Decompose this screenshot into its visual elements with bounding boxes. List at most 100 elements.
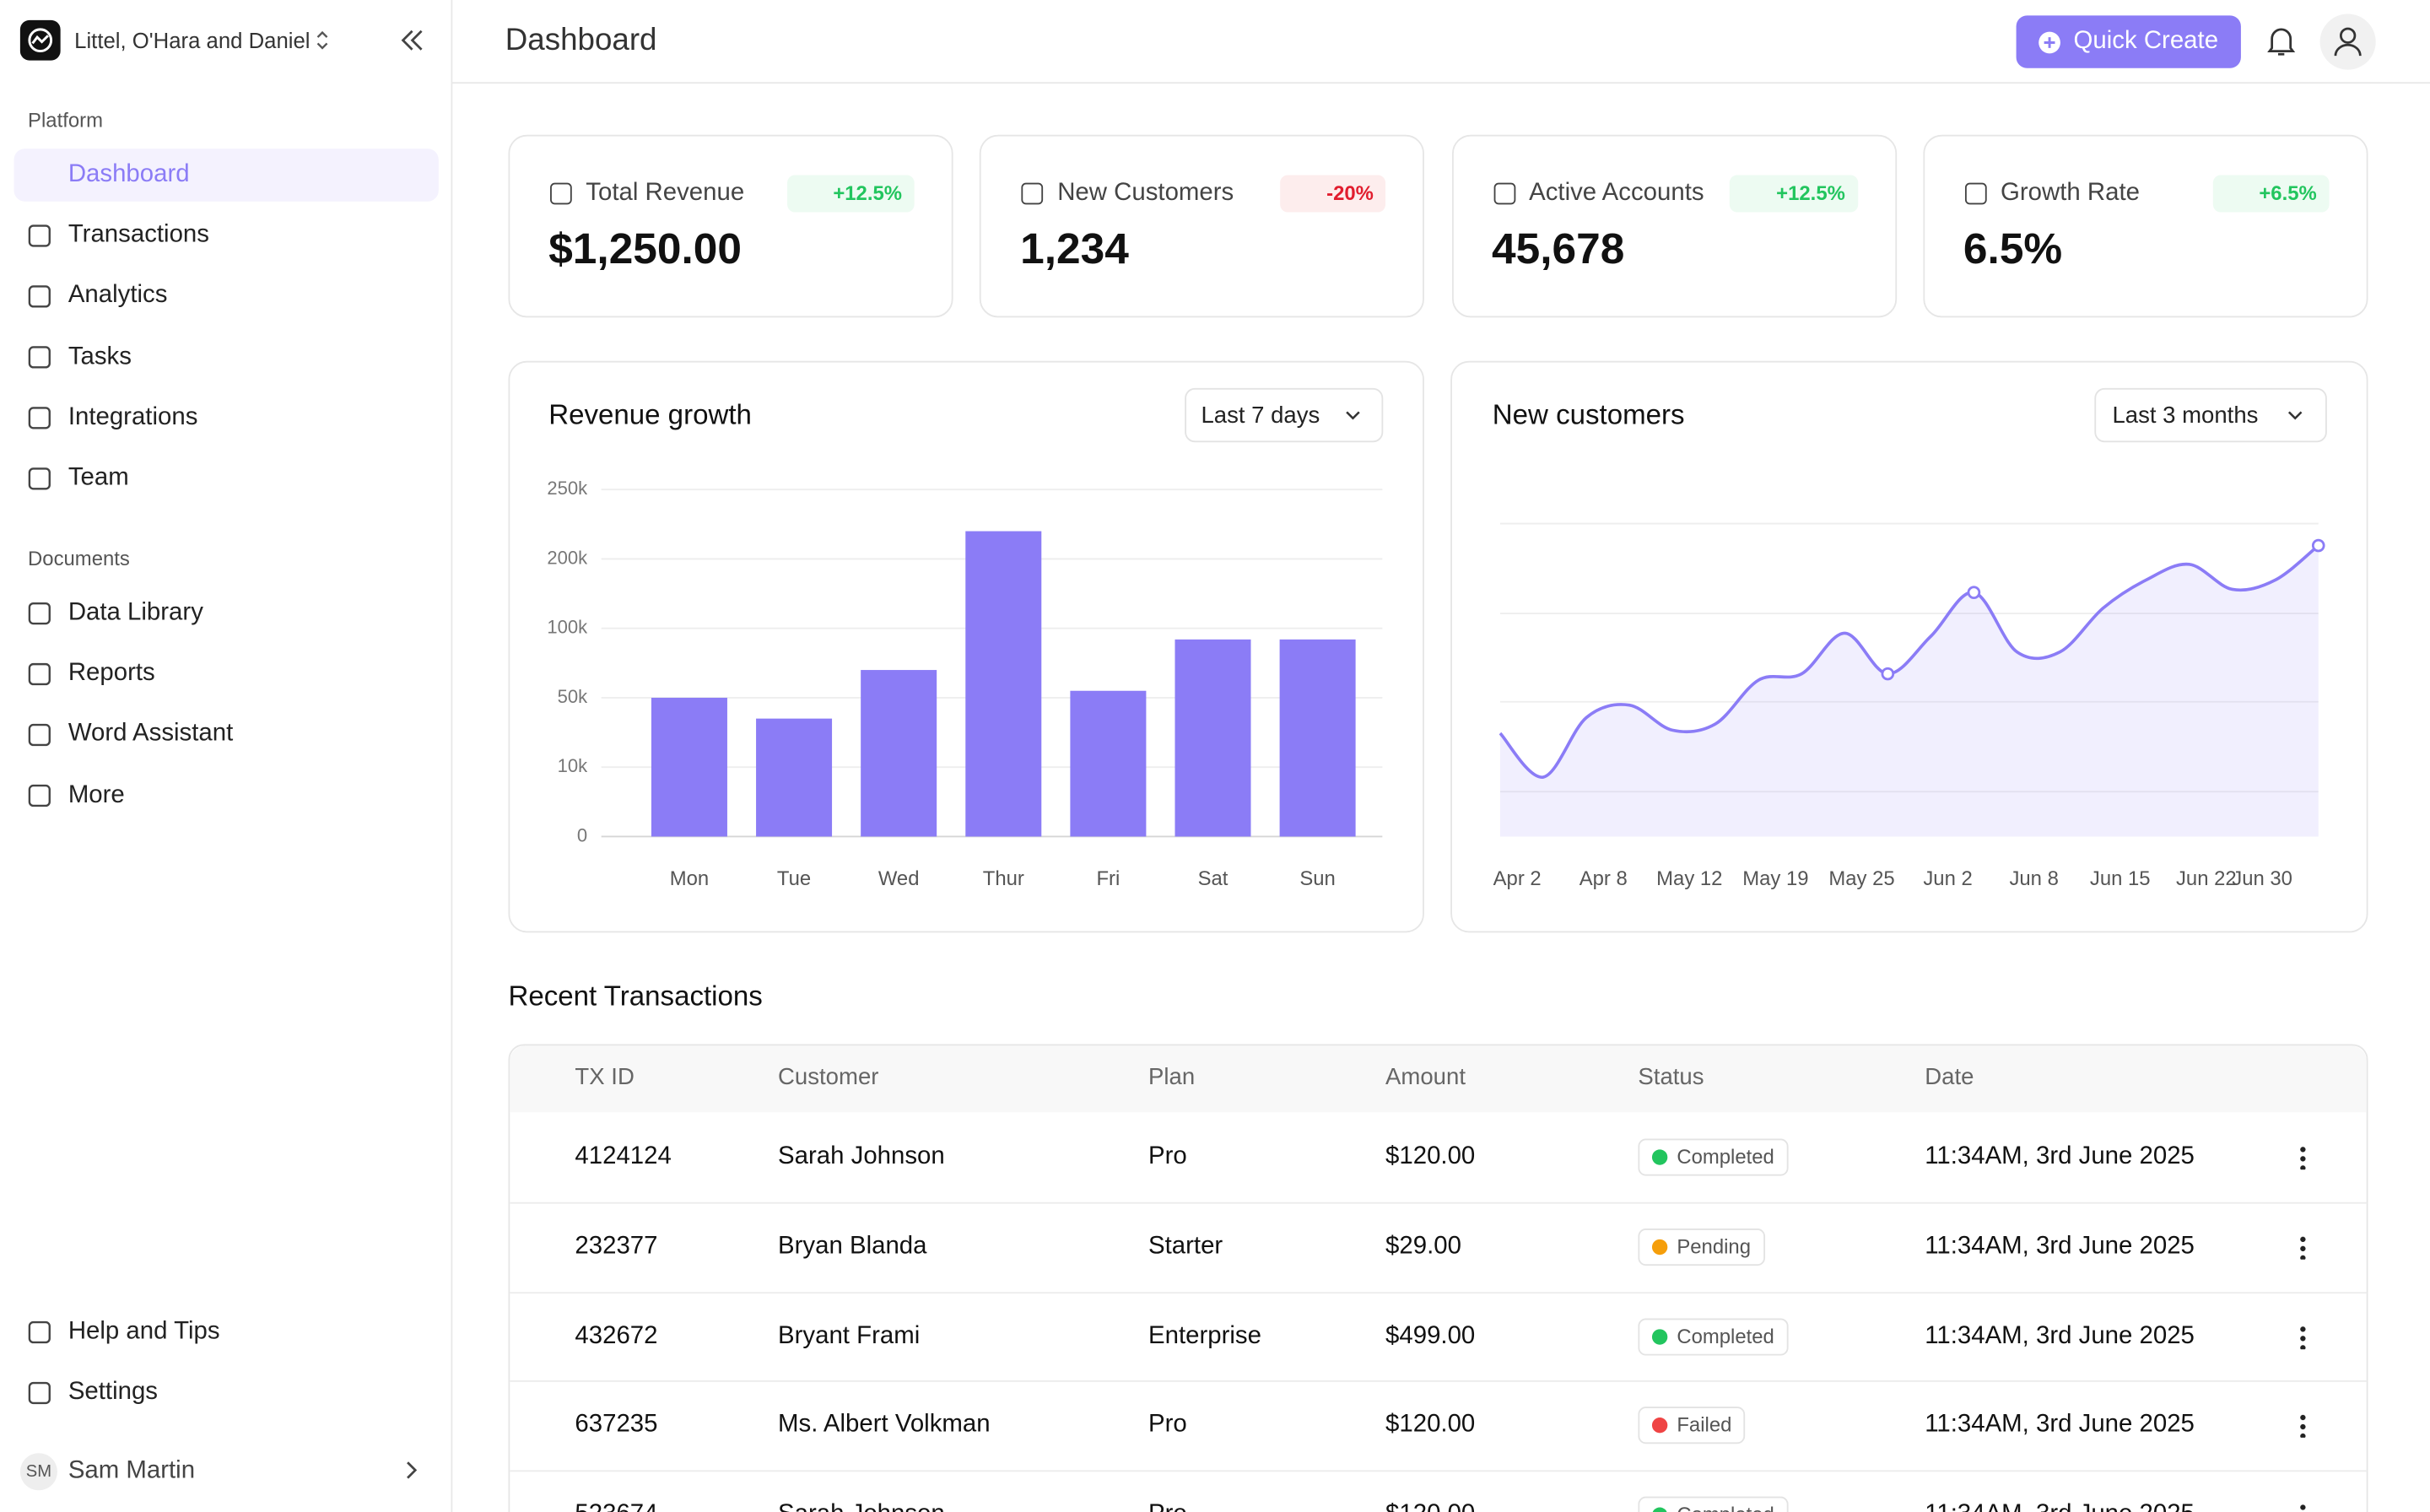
column-header: Customer [778, 1064, 879, 1091]
stat-value: 45,678 [1492, 224, 1625, 273]
x-tick-label: Sat [1198, 867, 1228, 890]
table-header [510, 1045, 2367, 1113]
user-menu-chevron [407, 1461, 418, 1479]
y-tick-label: 10k [558, 755, 588, 776]
table-cell: 11:34AM, 3rd June 2025 [1925, 1143, 2195, 1170]
page-title: Dashboard [505, 23, 657, 57]
bar [1174, 639, 1251, 837]
row-menu[interactable] [2299, 1413, 2307, 1439]
table-cell: Pro [1148, 1143, 1187, 1170]
quick-create-label: Quick Create [2073, 28, 2219, 55]
table-cell: 637235 [575, 1412, 658, 1439]
nav-item[interactable]: Team [68, 464, 129, 492]
point [2311, 538, 2325, 553]
table-cell: Pro [1148, 1412, 1187, 1439]
stat-card [980, 134, 1425, 318]
point [1881, 667, 1895, 681]
area [1499, 545, 2319, 837]
stat-icon [550, 182, 572, 205]
row-menu[interactable] [2299, 1324, 2307, 1349]
stat-icon [1964, 182, 1987, 205]
line [1498, 544, 2319, 779]
nav-icon [28, 1381, 51, 1405]
logo [19, 19, 61, 61]
section-label: Platform [28, 108, 103, 132]
nav-item[interactable]: Reports [68, 660, 155, 687]
x-tick-label: Fri [1096, 867, 1120, 890]
nav-icon [28, 407, 51, 429]
stat-icon [1021, 182, 1044, 205]
nav-item[interactable]: Data Library [68, 599, 203, 626]
row-divider [510, 1291, 2367, 1293]
row-divider [510, 1380, 2367, 1383]
table-cell: Bryant Frami [778, 1322, 921, 1349]
column-header: Plan [1148, 1064, 1196, 1091]
row-menu[interactable] [2299, 1234, 2307, 1260]
nav-item[interactable]: Transactions [68, 221, 209, 249]
y-tick-label: 200k [547, 547, 588, 568]
x-tick-label: Apr 2 [1493, 867, 1542, 890]
nav-item[interactable]: Tasks [68, 343, 132, 370]
nav-icon [28, 467, 51, 490]
y-tick-label: 50k [558, 686, 588, 707]
column-header: Date [1925, 1064, 1974, 1091]
table-cell: $499.00 [1385, 1322, 1476, 1349]
column-header: TX ID [575, 1064, 634, 1091]
stat-label: Total Revenue [586, 179, 745, 207]
nav-icon [28, 784, 51, 807]
table-cell: 11:34AM, 3rd June 2025 [1925, 1501, 2195, 1512]
range-select-label: Last 7 days [1201, 402, 1320, 428]
nav-item[interactable]: More [68, 781, 125, 808]
table-cell: Starter [1148, 1233, 1223, 1260]
nav-item[interactable]: Help and Tips [68, 1318, 220, 1345]
table-title: Recent Transactions [508, 980, 763, 1012]
user-name[interactable]: Sam Martin [68, 1457, 196, 1484]
status-icon [1651, 1239, 1668, 1255]
stat-label: Active Accounts [1529, 179, 1704, 207]
x-tick-label: Wed [878, 867, 920, 890]
row-menu[interactable] [2299, 1144, 2307, 1170]
status-icon [1651, 1507, 1668, 1512]
x-tick-label: Thur [983, 867, 1024, 890]
quick-create-button[interactable]: Quick Create [2016, 15, 2241, 68]
table-cell: Ms. Albert Volkman [778, 1412, 991, 1439]
row-menu[interactable] [2299, 1503, 2307, 1512]
nav-icon [28, 1320, 51, 1344]
range-chevron [1346, 411, 1360, 420]
table-cell: 11:34AM, 3rd June 2025 [1925, 1233, 2195, 1260]
profile-icon [2334, 27, 2362, 57]
nav-icon [28, 602, 51, 625]
x-tick-label: Jun 8 [2009, 867, 2058, 890]
range-select [1185, 387, 1384, 443]
bar [1070, 690, 1147, 837]
profile-button[interactable] [2319, 14, 2376, 70]
nav-item[interactable]: Settings [68, 1379, 159, 1406]
collapse-button[interactable] [398, 28, 426, 52]
status-badge: Failed [1638, 1407, 1746, 1444]
notifications-button[interactable] [2265, 24, 2297, 58]
nav-item[interactable]: Analytics [68, 282, 168, 310]
stat-card [508, 134, 953, 318]
x-tick-label: Jun 2 [1923, 867, 1972, 890]
nav-item[interactable]: Dashboard [68, 160, 190, 188]
chart-title: New customers [1493, 400, 1685, 431]
table-cell: 523674 [575, 1501, 657, 1512]
workspace-name[interactable]: Littel, O'Hara and Daniel [74, 28, 310, 53]
stat-value: 1,234 [1020, 224, 1129, 273]
status-icon [1651, 1149, 1668, 1165]
workspace-switch[interactable] [313, 30, 332, 51]
x-tick-label: May 25 [1828, 867, 1894, 890]
x-tick-label: Jun 30 [2232, 867, 2292, 890]
status-badge: Completed [1638, 1317, 1789, 1355]
x-tick-label: Sun [1299, 867, 1335, 890]
nav-item[interactable]: Integrations [68, 403, 198, 431]
stat-change: -20% [1280, 175, 1386, 213]
table-cell: Bryan Blanda [778, 1233, 927, 1260]
section-label: Documents [28, 547, 130, 570]
nav-icon [28, 285, 51, 308]
nav-item[interactable]: Word Assistant [68, 721, 234, 748]
x-tick-label: Tue [777, 867, 811, 890]
